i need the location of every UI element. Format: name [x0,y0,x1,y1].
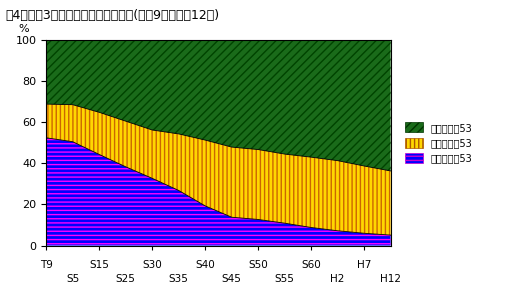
Text: %: % [19,24,29,34]
Text: S55: S55 [275,274,295,284]
Legend: 第３次産楩53, 第２次産楩53, 第１次産楩53: 第３次産楩53, 第２次産楩53, 第１次産楩53 [402,120,475,166]
Text: S45: S45 [222,274,242,284]
Text: 図4　産業3部門別就業者割合の推移(大正9年〜平成12年): 図4 産業3部門別就業者割合の推移(大正9年〜平成12年) [5,9,219,22]
Text: H7: H7 [357,260,371,270]
Text: S5: S5 [66,274,79,284]
Text: S30: S30 [142,260,162,270]
Text: S50: S50 [248,260,268,270]
Text: S15: S15 [89,260,109,270]
Text: S60: S60 [301,260,321,270]
Text: T9: T9 [40,260,53,270]
Text: S35: S35 [169,274,189,284]
Text: S25: S25 [116,274,136,284]
Text: H12: H12 [380,274,401,284]
Text: H2: H2 [331,274,345,284]
Text: S40: S40 [195,260,215,270]
